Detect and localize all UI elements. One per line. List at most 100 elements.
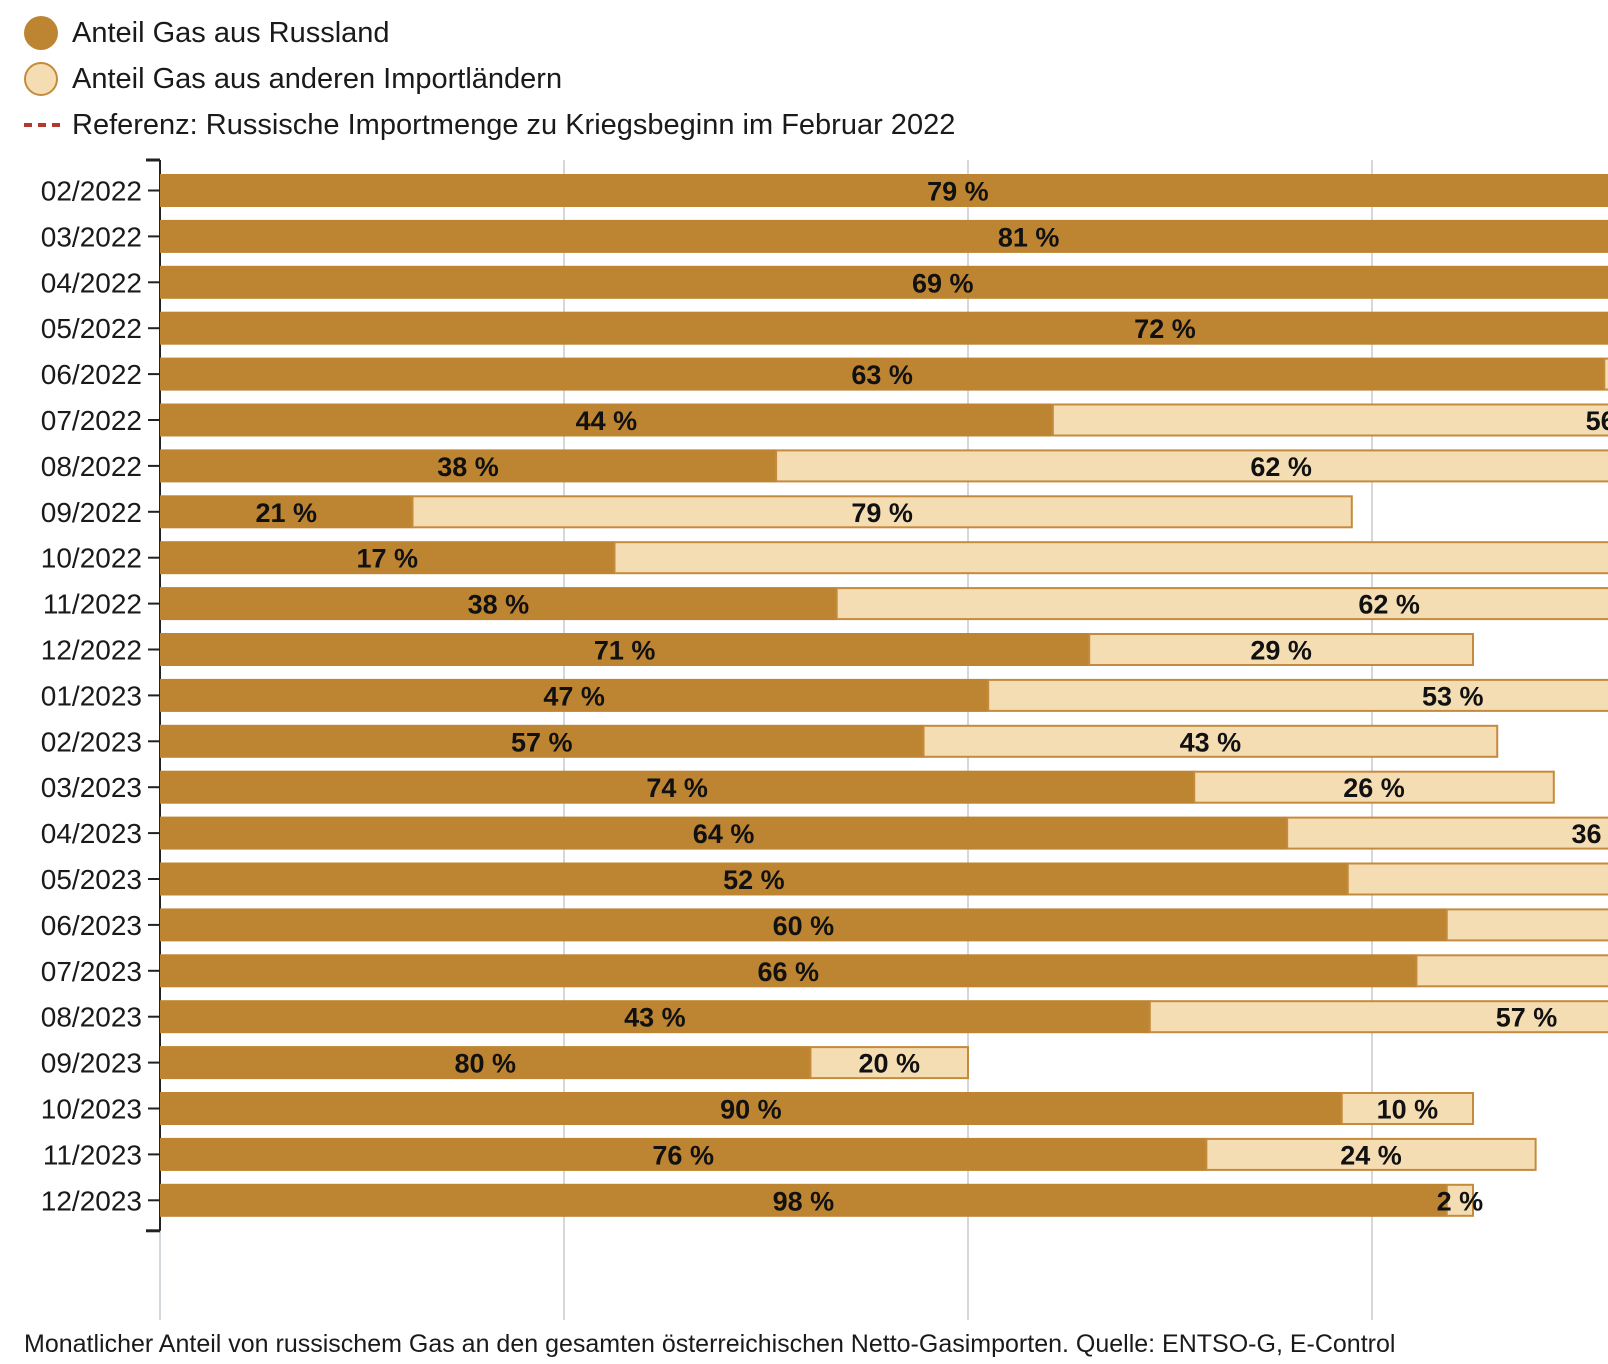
bar-other — [1286, 816, 1608, 850]
bar-russia — [160, 587, 837, 621]
data-label-russia: 43 % — [624, 1003, 686, 1033]
data-label-other: 36 % — [1572, 819, 1608, 849]
legend-item-reference: Referenz: Russische Importmenge zu Krieg… — [24, 102, 955, 148]
y-tick-label: 07/2022 — [41, 405, 142, 436]
bar-other — [1415, 954, 1608, 988]
y-tick-label: 04/2022 — [41, 267, 142, 298]
bar-other — [1088, 633, 1474, 666]
bar-russia — [160, 862, 1348, 896]
data-label-other: 56 % — [1586, 406, 1608, 436]
bar-russia — [160, 678, 989, 712]
data-label-russia: 76 % — [652, 1140, 714, 1170]
data-label-russia: 52 % — [723, 865, 785, 895]
bar-other — [987, 678, 1608, 712]
data-label-other: 79 % — [851, 498, 913, 528]
y-tick-label: 07/2023 — [41, 956, 142, 987]
data-label-other: 57 % — [1496, 1003, 1558, 1033]
y-tick-label: 02/2023 — [41, 726, 142, 757]
y-tick-label: 08/2022 — [41, 451, 142, 482]
y-tick-label: 05/2022 — [41, 313, 142, 344]
bar-russia — [160, 265, 1608, 299]
y-tick-label: 04/2023 — [41, 818, 142, 849]
bar-russia — [160, 174, 1608, 207]
y-tick-label: 08/2023 — [41, 1002, 142, 1033]
bar-other — [1445, 1183, 1474, 1217]
y-tick-label: 12/2022 — [41, 635, 142, 666]
data-label-other: 43 % — [1180, 727, 1242, 757]
bar-russia — [160, 357, 1605, 391]
data-label-russia: 38 % — [437, 452, 499, 482]
legend-label-other: Anteil Gas aus anderen Importländern — [72, 62, 563, 95]
data-label-other: 62 % — [1250, 452, 1312, 482]
bar-russia — [160, 1046, 811, 1080]
bar-other — [411, 495, 1353, 529]
bar-russia — [160, 908, 1447, 942]
bar-russia — [160, 724, 924, 758]
data-label-russia: 44 % — [576, 406, 638, 436]
y-tick-label: 02/2022 — [41, 176, 142, 207]
data-label-other: 62 % — [1358, 590, 1420, 620]
y-tick-label: 11/2023 — [43, 1139, 142, 1170]
bar-other — [1603, 357, 1608, 391]
data-label-russia: 90 % — [720, 1095, 782, 1125]
bar-other — [922, 724, 1499, 758]
bar-other — [1148, 1000, 1608, 1034]
bar-russia — [160, 219, 1608, 253]
bar-russia — [160, 1183, 1447, 1217]
bar-russia — [160, 816, 1288, 850]
bar-russia — [160, 1092, 1342, 1125]
data-label-russia: 66 % — [757, 957, 819, 987]
data-label-other: 24 % — [1340, 1140, 1402, 1170]
bar-russia — [160, 311, 1608, 345]
data-label-russia: 47 % — [543, 681, 605, 711]
legend: Anteil Gas aus Russland Anteil Gas aus a… — [24, 10, 955, 148]
data-label-russia: 17 % — [356, 544, 418, 574]
bar-other — [1340, 1092, 1474, 1125]
y-tick-label: 10/2023 — [41, 1094, 142, 1125]
y-tick-label: 01/2023 — [41, 680, 142, 711]
data-label-other: 53 % — [1422, 681, 1484, 711]
data-label-russia: 21 % — [255, 498, 317, 528]
data-label-russia: 81 % — [998, 222, 1060, 252]
y-tick-label: 06/2022 — [41, 359, 142, 390]
bar-russia — [160, 1137, 1207, 1171]
data-label-other: 2 % — [1437, 1186, 1484, 1216]
bar-russia — [160, 541, 615, 575]
bar-other — [809, 1046, 969, 1080]
legend-swatch-other — [24, 62, 58, 96]
bar-russia — [160, 1000, 1150, 1034]
bar-russia — [160, 495, 413, 529]
chart-note: Monatlicher Anteil von russischem Gas an… — [24, 1330, 1396, 1358]
data-label-russia: 63 % — [851, 360, 913, 390]
data-label-russia: 80 % — [454, 1049, 516, 1079]
legend-swatch-russia — [24, 16, 58, 50]
y-tick-label: 05/2023 — [41, 864, 142, 895]
bar-other — [1051, 403, 1608, 437]
y-tick-label: 11/2022 — [43, 589, 142, 620]
data-label-russia: 38 % — [468, 590, 530, 620]
bar-russia — [160, 954, 1417, 988]
bar-other — [1445, 908, 1608, 942]
bar-russia — [160, 449, 777, 483]
data-label-russia: 69 % — [912, 268, 974, 298]
y-tick-label: 12/2023 — [41, 1185, 142, 1216]
y-tick-label: 06/2023 — [41, 910, 142, 941]
bar-russia — [160, 403, 1053, 437]
legend-item-russia: Anteil Gas aus Russland — [24, 10, 955, 56]
y-tick-label: 10/2022 — [41, 543, 142, 574]
bar-other — [1205, 1137, 1537, 1171]
bar-other — [775, 449, 1608, 483]
y-tick-label: 09/2022 — [41, 497, 142, 528]
bar-other — [1193, 770, 1555, 804]
bar-other — [835, 587, 1608, 621]
data-label-russia: 72 % — [1134, 314, 1196, 344]
bar-russia — [160, 633, 1090, 666]
data-label-russia: 71 % — [594, 636, 656, 666]
legend-item-other: Anteil Gas aus anderen Importländern — [24, 56, 955, 102]
legend-label-reference: Referenz: Russische Importmenge zu Krieg… — [72, 108, 956, 141]
data-label-other: 29 % — [1250, 636, 1312, 666]
data-label-other: 26 % — [1343, 773, 1405, 803]
y-tick-label: 03/2022 — [41, 221, 142, 252]
y-tick-label: 03/2023 — [41, 772, 142, 803]
